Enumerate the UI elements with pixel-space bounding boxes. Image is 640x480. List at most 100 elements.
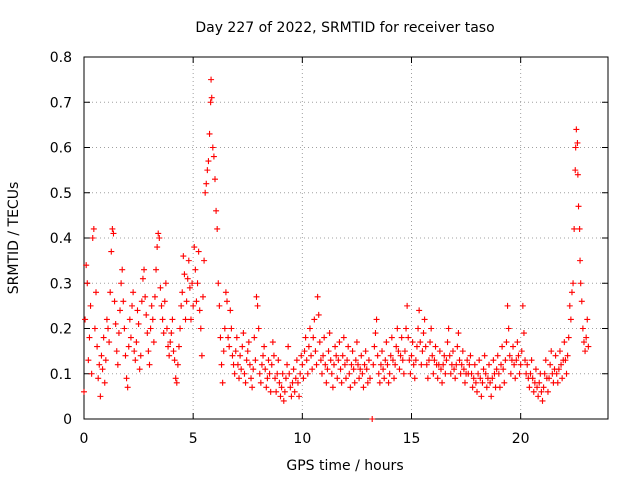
data-point — [239, 343, 246, 350]
data-point — [422, 343, 429, 350]
data-point — [219, 379, 226, 386]
data-point — [424, 375, 431, 382]
data-point — [341, 361, 348, 368]
data-point — [194, 280, 201, 287]
data-point — [190, 302, 197, 309]
data-point — [394, 325, 401, 332]
data-point — [313, 361, 320, 368]
data-point — [576, 225, 583, 232]
data-point — [431, 357, 438, 364]
data-point — [264, 375, 271, 382]
data-point — [479, 379, 486, 386]
data-point — [434, 375, 441, 382]
data-point — [284, 361, 291, 368]
data-point — [583, 334, 590, 341]
data-point — [444, 339, 451, 346]
data-point — [510, 343, 517, 350]
data-point — [182, 316, 189, 323]
data-point — [256, 370, 263, 377]
data-point — [301, 348, 308, 355]
data-point — [276, 379, 283, 386]
data-point — [535, 393, 542, 400]
data-point — [333, 352, 340, 359]
data-point — [227, 307, 234, 314]
data-point — [274, 370, 281, 377]
data-point — [139, 275, 146, 282]
data-point — [441, 352, 448, 359]
data-point — [234, 361, 241, 368]
data-point — [285, 343, 292, 350]
data-point — [114, 361, 121, 368]
data-point — [349, 348, 356, 355]
data-point — [389, 357, 396, 364]
data-point — [205, 158, 212, 165]
data-point — [362, 348, 369, 355]
data-point — [157, 284, 164, 291]
data-point — [361, 361, 368, 368]
data-point — [474, 388, 480, 395]
data-point — [392, 361, 399, 368]
data-point — [122, 352, 129, 359]
data-point — [529, 375, 536, 382]
data-point — [159, 316, 166, 323]
data-point — [401, 348, 408, 355]
data-point — [572, 144, 579, 151]
data-point — [232, 348, 239, 355]
data-point — [240, 330, 247, 337]
x-tick-label: 20 — [512, 431, 530, 447]
data-point — [93, 289, 100, 296]
data-point — [336, 339, 343, 346]
data-point — [130, 289, 137, 296]
data-point — [191, 244, 198, 251]
data-point — [383, 339, 390, 346]
data-point — [369, 416, 376, 422]
data-point — [150, 339, 157, 346]
data-point — [185, 257, 192, 264]
data-point — [487, 379, 494, 386]
data-point — [111, 298, 118, 305]
data-point — [145, 348, 152, 355]
data-point — [419, 348, 426, 355]
data-point — [461, 379, 468, 386]
data-point — [250, 366, 257, 373]
data-point — [572, 167, 579, 174]
data-point — [388, 334, 395, 341]
data-point — [183, 298, 190, 305]
data-point — [302, 334, 309, 341]
data-point — [467, 352, 474, 359]
data-point — [90, 225, 97, 232]
data-point — [393, 343, 400, 350]
data-point — [124, 384, 131, 391]
data-point — [228, 325, 235, 332]
data-point — [524, 361, 531, 368]
data-point — [577, 257, 584, 264]
data-point — [502, 357, 509, 364]
data-point — [547, 361, 554, 368]
data-point — [582, 348, 589, 355]
data-point — [339, 352, 346, 359]
data-point — [324, 366, 331, 373]
data-point — [254, 302, 261, 309]
data-point — [573, 126, 580, 133]
data-point — [574, 139, 581, 146]
data-point — [530, 388, 537, 395]
data-point — [85, 357, 92, 364]
y-tick-label: 0.6 — [50, 141, 72, 157]
data-point — [321, 334, 328, 341]
data-point — [292, 375, 299, 382]
data-point — [249, 384, 256, 391]
data-point — [265, 357, 272, 364]
data-point — [511, 361, 518, 368]
data-point — [379, 348, 386, 355]
data-point — [459, 348, 466, 355]
data-point — [317, 357, 324, 364]
data-point — [193, 298, 200, 305]
data-point — [323, 379, 330, 386]
data-point — [103, 316, 110, 323]
data-point — [405, 334, 412, 341]
data-point — [480, 366, 487, 373]
data-point — [539, 397, 546, 404]
data-point — [277, 393, 284, 400]
data-point — [127, 334, 134, 341]
data-point — [262, 366, 269, 373]
